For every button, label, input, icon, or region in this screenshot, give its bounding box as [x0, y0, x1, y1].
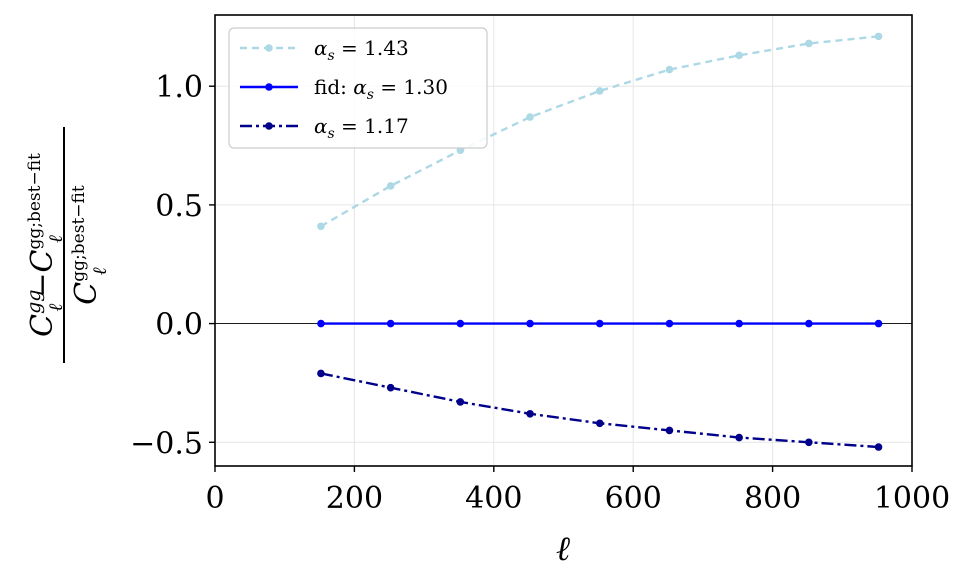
ylabel-den: C	[69, 282, 104, 305]
ylabel-minus: −	[25, 273, 60, 298]
ylabel-num-b: C	[25, 250, 60, 273]
ticks: 0 200 400 600 800 1000 −0.5 0.0 0.5 1.0	[130, 70, 950, 516]
legend-entry-1: fid: αs = 1.30	[240, 75, 448, 103]
x-tick-label-0: 0	[205, 481, 224, 516]
series-2-point-6	[735, 433, 743, 442]
series-1	[317, 319, 883, 328]
series-2-point-5	[665, 426, 674, 435]
y-tick-label-3: 1.0	[155, 70, 203, 105]
series-1-point-0	[317, 319, 325, 328]
plot-frame	[214, 14, 913, 467]
ylabel-num-a-sup: gg	[23, 290, 45, 314]
series-1-point-2	[456, 319, 465, 328]
series-1-point-3	[526, 319, 534, 328]
ylabel-num-a: C	[25, 314, 60, 337]
series-1-point-1	[386, 319, 395, 328]
series-2-point-4	[595, 419, 604, 428]
series-0-point-7	[805, 39, 813, 48]
legend-label-2: αs = 1.17	[314, 114, 409, 142]
series-1-point-7	[805, 319, 813, 328]
series-0-point-8	[874, 32, 883, 41]
x-tick-label-1: 200	[326, 481, 383, 516]
series-0-point-1	[386, 182, 395, 190]
y-tick-label-0: −0.5	[130, 426, 203, 461]
ylabel-den-sub: ℓ	[89, 267, 111, 275]
x-tick-label-4: 800	[744, 481, 801, 516]
series-2	[317, 369, 883, 451]
legend-entry-0: αs = 1.43	[240, 36, 409, 64]
series-0-point-4	[595, 87, 604, 95]
x-tick-label-3: 600	[605, 481, 662, 516]
legend-label-1: fid: αs = 1.30	[314, 75, 448, 103]
y-axis-title: Cggℓ−Cgg;best−fitℓ Cgg;best−fitℓ	[23, 127, 111, 363]
legend-label-0: αs = 1.43	[314, 36, 409, 64]
legend-swatch-marker-2	[265, 122, 273, 130]
series-0-point-0	[317, 222, 325, 231]
x-axis-title: ℓ	[556, 529, 570, 569]
x-tick-label-5: 1000	[874, 481, 950, 516]
svg-text:Cggℓ−Cgg;best−fitℓ: Cggℓ−Cgg;best−fitℓ	[23, 153, 67, 337]
ylabel-num-b-sub: ℓ	[45, 235, 67, 243]
series-layer	[317, 32, 883, 451]
series-0-point-3	[526, 113, 534, 121]
legend: αs = 1.43 fid: αs = 1.30 αs = 1.17	[228, 27, 488, 149]
series-0-point-5	[665, 65, 674, 74]
series-2-point-8	[874, 443, 883, 451]
series-1-point-5	[665, 319, 674, 328]
series-2-point-2	[456, 398, 465, 406]
y-tick-label-2: 0.5	[155, 189, 203, 224]
svg-text:Cgg;best−fitℓ: Cgg;best−fitℓ	[69, 185, 111, 305]
series-2-point-3	[526, 409, 534, 418]
legend-swatch-marker-0	[265, 44, 273, 52]
x-tick-label-2: 400	[465, 481, 522, 516]
series-2-point-0	[317, 369, 325, 378]
legend-box	[228, 27, 488, 149]
series-1-point-6	[735, 319, 743, 328]
series-1-point-4	[595, 319, 604, 328]
ylabel-num-a-sub: ℓ	[45, 304, 67, 312]
ylabel-num-b-sup: gg;best−fit	[25, 153, 45, 250]
ylabel-den-sup: gg;best−fit	[69, 185, 89, 282]
series-1-point-8	[874, 319, 883, 328]
legend-entry-2: αs = 1.17	[240, 114, 409, 142]
legend-swatch-marker-1	[265, 83, 273, 91]
series-0-point-6	[735, 51, 743, 60]
y-tick-label-1: 0.0	[155, 308, 203, 343]
series-2-point-7	[805, 438, 813, 447]
series-2-point-1	[386, 383, 395, 392]
